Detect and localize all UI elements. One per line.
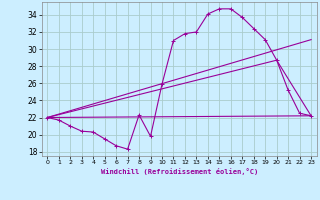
X-axis label: Windchill (Refroidissement éolien,°C): Windchill (Refroidissement éolien,°C) <box>100 168 258 175</box>
